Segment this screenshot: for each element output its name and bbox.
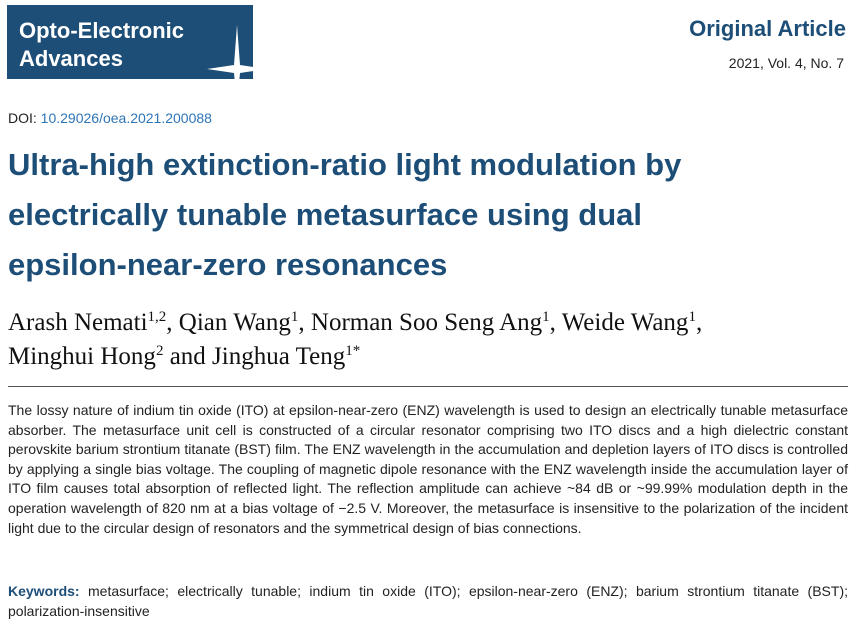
- affiliation: 1: [290, 309, 299, 325]
- author-name: Qian Wang: [178, 309, 291, 336]
- affiliation: 1,2: [147, 309, 167, 325]
- author-name: Norman Soo Seng Ang: [310, 309, 543, 336]
- author-name: Jinghua Teng: [212, 343, 346, 370]
- separator: ,: [298, 309, 311, 336]
- separator: and: [163, 343, 213, 370]
- title-line: electrically tunable metasurface using d…: [8, 197, 643, 232]
- journal-logo: Opto-Electronic Advances: [7, 5, 267, 105]
- doi: DOI: 10.29026/oea.2021.200088: [8, 110, 212, 126]
- keywords-text: metasurface; electrically tunable; indiu…: [8, 583, 848, 619]
- separator: ,: [549, 309, 562, 336]
- journal-name: Opto-Electronic: [19, 18, 185, 43]
- title-line: epsilon-near-zero resonances: [8, 247, 448, 282]
- affiliation: 1: [542, 309, 550, 325]
- title: Ultra-high extinction-ratio light modula…: [8, 140, 681, 290]
- keywords: Keywords: metasurface; electrically tuna…: [8, 582, 848, 621]
- author-name: Weide Wang: [561, 309, 689, 336]
- keywords-label: Keywords:: [8, 583, 80, 599]
- author-line: Minghui Hong2 and Jinghua Teng1*: [8, 340, 702, 374]
- separator: ,: [695, 309, 703, 336]
- abstract: The lossy nature of indium tin oxide (IT…: [8, 402, 848, 536]
- title-line: Ultra-high extinction-ratio light modula…: [8, 147, 682, 182]
- doi-label: DOI:: [8, 110, 37, 126]
- separator: ,: [166, 309, 179, 336]
- author-name: Minghui Hong: [8, 343, 156, 370]
- affiliation: 2: [155, 343, 164, 359]
- rule: [8, 386, 848, 387]
- article-type: Original Article: [689, 16, 846, 41]
- affiliation: 1: [688, 309, 696, 325]
- affiliation: 1*: [345, 343, 361, 359]
- authors: Arash Nemati1,2, Qian Wang1, Norman Soo …: [8, 306, 702, 374]
- doi-link[interactable]: 10.29026/oea.2021.200088: [40, 110, 212, 126]
- journal-name: Advances: [19, 46, 123, 71]
- issue: 2021, Vol. 4, No. 7: [728, 55, 844, 71]
- author-line: Arash Nemati1,2, Qian Wang1, Norman Soo …: [8, 306, 702, 340]
- author-name: Arash Nemati: [8, 309, 148, 336]
- star-icon: [207, 25, 267, 105]
